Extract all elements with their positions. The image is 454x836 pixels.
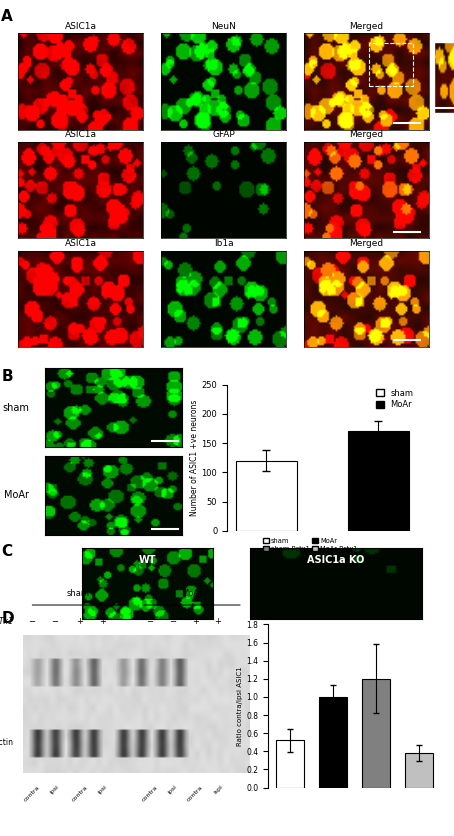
Text: Ib1a: Ib1a bbox=[214, 239, 233, 248]
Text: contra: contra bbox=[141, 784, 159, 803]
Text: MoAr: MoAr bbox=[181, 589, 202, 598]
Text: PcTx1: PcTx1 bbox=[0, 617, 14, 626]
Text: ASIC1a: ASIC1a bbox=[64, 130, 97, 140]
Text: D: D bbox=[1, 611, 14, 626]
Text: C: C bbox=[1, 544, 13, 559]
Text: B: B bbox=[1, 369, 13, 384]
Text: A: A bbox=[1, 9, 13, 24]
Text: sham: sham bbox=[67, 589, 90, 598]
Text: contra: contra bbox=[23, 784, 41, 803]
Text: ipsi: ipsi bbox=[167, 784, 178, 796]
Text: ipsi: ipsi bbox=[97, 784, 108, 796]
Text: ASIC1a KO: ASIC1a KO bbox=[307, 555, 365, 564]
Text: +: + bbox=[214, 617, 222, 626]
Text: sham: sham bbox=[2, 403, 29, 412]
Text: −: − bbox=[28, 617, 35, 626]
Text: +: + bbox=[192, 617, 199, 626]
Bar bbox=[347, 431, 409, 531]
Text: Merged: Merged bbox=[350, 239, 384, 248]
Y-axis label: Number of ASIC1 +ve neurons: Number of ASIC1 +ve neurons bbox=[190, 400, 199, 516]
Bar bbox=[369, 43, 413, 86]
Text: +: + bbox=[99, 617, 106, 626]
Bar bbox=[276, 741, 304, 788]
Text: ispi: ispi bbox=[212, 784, 223, 796]
Text: GFAP: GFAP bbox=[212, 130, 235, 140]
Text: Merged: Merged bbox=[350, 22, 384, 31]
Legend: sham, sham Pctx1, MoAr, MoAr Pctx1: sham, sham Pctx1, MoAr, MoAr Pctx1 bbox=[262, 538, 357, 552]
Bar bbox=[319, 697, 346, 788]
Text: ASIC1a: ASIC1a bbox=[64, 239, 97, 248]
Text: MoAr: MoAr bbox=[4, 491, 29, 500]
Text: contra: contra bbox=[70, 784, 89, 803]
Bar bbox=[362, 679, 390, 788]
Bar bbox=[236, 461, 297, 531]
Text: WT: WT bbox=[139, 555, 156, 564]
Legend: sham, MoAr: sham, MoAr bbox=[375, 389, 414, 410]
Text: β-Actin: β-Actin bbox=[0, 738, 14, 747]
Text: −: − bbox=[146, 617, 153, 626]
Bar bbox=[405, 753, 433, 788]
Text: −: − bbox=[169, 617, 176, 626]
Text: NeuN: NeuN bbox=[211, 22, 236, 31]
Text: −: − bbox=[51, 617, 58, 626]
Text: Merged: Merged bbox=[350, 130, 384, 140]
Text: +: + bbox=[76, 617, 83, 626]
Y-axis label: Ratio contra/ipsi ASIC1: Ratio contra/ipsi ASIC1 bbox=[237, 666, 243, 746]
Text: ASIC1a: ASIC1a bbox=[64, 22, 97, 31]
Text: ipsi: ipsi bbox=[49, 784, 60, 796]
Text: contra: contra bbox=[186, 784, 204, 803]
